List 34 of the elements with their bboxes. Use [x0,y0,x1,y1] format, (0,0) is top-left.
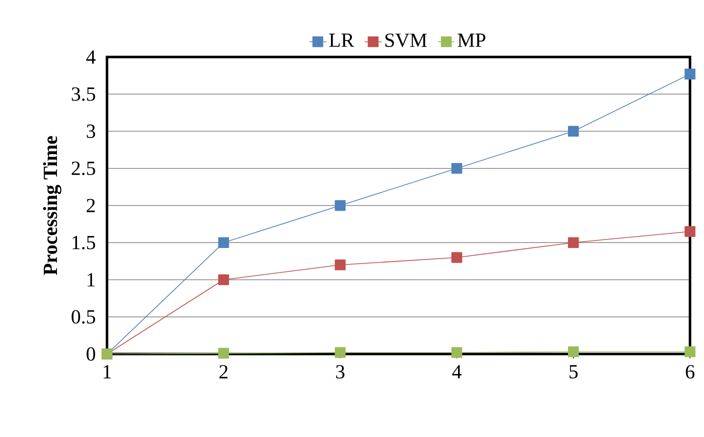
y-tick-label: 0.5 [72,310,96,324]
point [451,162,462,174]
y-tick-label: 1.5 [72,236,96,250]
point [218,274,229,286]
y-tick-label: 2.5 [72,162,96,176]
point [568,346,579,358]
y-tick-label: 3.5 [72,87,96,101]
y-axis-title: Processing Time [43,136,62,276]
x-tick-label: 6 [686,365,694,379]
x-tick-label: 2 [219,365,228,378]
point [684,68,696,80]
point [684,226,696,237]
legend-label: LR [329,34,354,47]
y-tick-label: 1 [88,273,95,286]
y-tick-label: 3 [86,124,96,138]
point [451,252,462,263]
point [568,237,579,248]
x-tick-label: 1 [104,365,111,378]
x-tick-label: 5 [570,365,578,378]
point [218,237,229,248]
point [334,200,346,211]
point [684,346,696,358]
x-tick-label: 3 [336,365,344,379]
point [568,126,579,137]
y-tick-label: 4 [86,50,96,64]
point [451,347,462,358]
x-tick-label: 4 [452,365,462,378]
point [334,260,346,270]
point [218,348,229,359]
legend-label: MP [458,34,486,47]
legend-label: SVM [385,34,427,48]
point [334,347,346,358]
y-tick-label: 2 [86,198,95,212]
y-tick-label: 0 [86,347,96,361]
